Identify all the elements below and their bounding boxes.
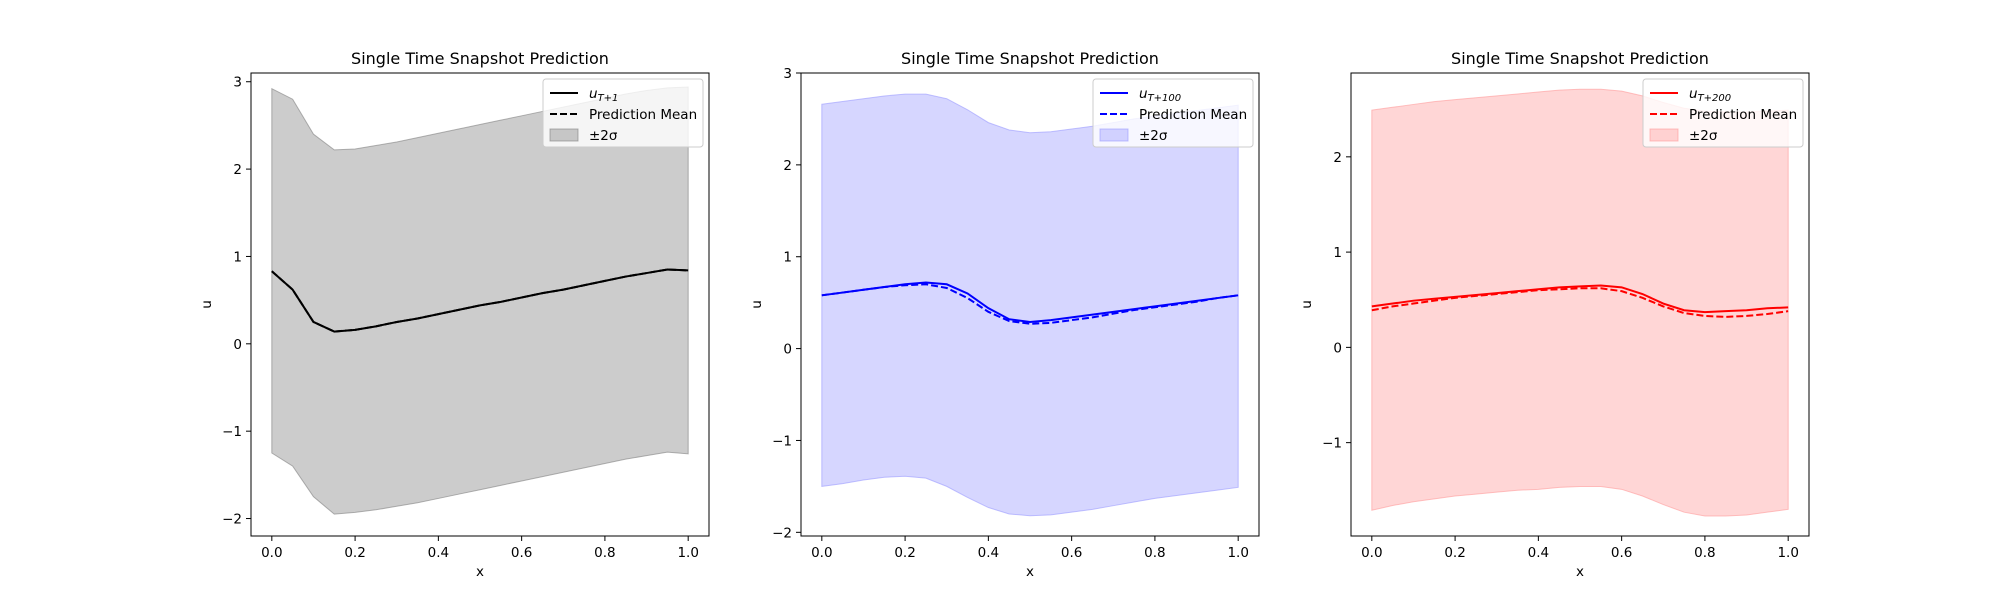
legend-band-label: ±2σ xyxy=(1139,128,1168,144)
y-tick-label: 0 xyxy=(233,337,242,353)
y-tick-label: 2 xyxy=(233,162,242,178)
y-tick-label: 1 xyxy=(233,249,242,265)
mean-series-line xyxy=(271,268,689,333)
legend-band-label: ±2σ xyxy=(589,128,618,144)
axes-frame xyxy=(250,72,710,537)
legend-truth-symbol: u xyxy=(1139,86,1148,102)
y-tick-label: −2 xyxy=(772,525,792,541)
y-tick-label: 0 xyxy=(1333,340,1342,356)
x-tick-label: 0.2 xyxy=(1444,545,1465,561)
x-tick-label: 1.0 xyxy=(677,545,698,561)
y-tick-label: 2 xyxy=(1333,150,1342,166)
legend-band-swatch xyxy=(1099,128,1129,142)
x-tick-label: 0.4 xyxy=(428,545,449,561)
legend: uT+1 Prediction Mean ±2σ xyxy=(542,78,704,148)
y-tick-label: 1 xyxy=(1333,245,1342,261)
legend-truth-subscript: T+200 xyxy=(1698,93,1732,104)
legend: uT+100 Prediction Mean ±2σ xyxy=(1092,78,1254,148)
axes-frame xyxy=(800,72,1260,537)
x-tick-label: 0.2 xyxy=(894,545,915,561)
y-tick-label: 0 xyxy=(783,342,792,358)
y-axis-label: u xyxy=(199,300,215,309)
legend-truth-label: uT+1 xyxy=(589,86,618,104)
y-tick-label: 1 xyxy=(783,250,792,266)
legend-mean-label: Prediction Mean xyxy=(1689,107,1797,123)
x-axis-label: x xyxy=(1026,564,1034,580)
truth-series-line xyxy=(1371,284,1789,314)
x-tick-label: 0.0 xyxy=(811,545,832,561)
chart-panel: 0.0 0.2 0.4 0.6 0.8 1.0 −2 −1 0 1 2 3 Single Time Sn… xyxy=(749,49,1260,580)
legend-truth-symbol: u xyxy=(589,86,598,102)
x-tick-label: 0.6 xyxy=(511,545,532,561)
uncertainty-band xyxy=(821,93,1239,517)
legend-box xyxy=(1642,78,1804,148)
legend-truth-subscript: T+1 xyxy=(598,93,619,104)
chart-panel: 0.0 0.2 0.4 0.6 0.8 1.0 −2 −1 0 1 2 3 Single Time Sn… xyxy=(199,49,710,580)
y-axis-label: u xyxy=(749,300,765,309)
y-tick-label: −1 xyxy=(772,433,792,449)
y-tick-label: −2 xyxy=(222,512,242,528)
uncertainty-band xyxy=(271,86,689,515)
legend-band-label: ±2σ xyxy=(1689,128,1718,144)
axes-frame xyxy=(1350,72,1810,537)
chart-title: Single Time Snapshot Prediction xyxy=(351,49,609,68)
legend-band-swatch xyxy=(1649,128,1679,142)
legend-box xyxy=(542,78,704,148)
y-tick-label: −1 xyxy=(222,424,242,440)
chart-title: Single Time Snapshot Prediction xyxy=(901,49,1159,68)
x-axis-label: x xyxy=(476,564,484,580)
x-tick-label: 0.0 xyxy=(261,545,282,561)
y-tick-label: 3 xyxy=(783,66,792,82)
legend-truth-subscript: T+100 xyxy=(1148,93,1182,104)
x-tick-label: 1.0 xyxy=(1777,545,1798,561)
x-tick-label: 0.8 xyxy=(594,545,615,561)
legend-truth-label: uT+200 xyxy=(1689,86,1731,104)
truth-series-line xyxy=(821,281,1239,323)
legend-mean-label: Prediction Mean xyxy=(1139,107,1247,123)
x-tick-label: 0.4 xyxy=(1528,545,1549,561)
x-axis-label: x xyxy=(1576,564,1584,580)
uncertainty-band xyxy=(1371,88,1789,517)
y-tick-label: −1 xyxy=(1322,436,1342,452)
legend-truth-symbol: u xyxy=(1689,86,1698,102)
chart-title: Single Time Snapshot Prediction xyxy=(1451,49,1709,68)
legend-box xyxy=(1092,78,1254,148)
x-tick-label: 0.0 xyxy=(1361,545,1382,561)
y-tick-label: 3 xyxy=(233,75,242,91)
y-axis-label: u xyxy=(1299,300,1315,309)
legend-mean-label: Prediction Mean xyxy=(589,107,697,123)
x-tick-label: 0.6 xyxy=(1611,545,1632,561)
y-tick-label: 2 xyxy=(783,158,792,174)
chart-panel: 0.0 0.2 0.4 0.6 0.8 1.0 −1 0 1 2 Single Time Snaps… xyxy=(1299,49,1810,580)
mean-series-line xyxy=(1371,287,1789,318)
x-tick-label: 0.8 xyxy=(1694,545,1715,561)
x-tick-label: 0.2 xyxy=(344,545,365,561)
x-tick-label: 0.6 xyxy=(1061,545,1082,561)
x-tick-label: 0.8 xyxy=(1144,545,1165,561)
legend: uT+200 Prediction Mean ±2σ xyxy=(1642,78,1804,148)
legend-band-swatch xyxy=(549,128,579,142)
x-tick-label: 1.0 xyxy=(1227,545,1248,561)
legend-truth-label: uT+100 xyxy=(1139,86,1181,104)
x-tick-label: 0.4 xyxy=(978,545,999,561)
